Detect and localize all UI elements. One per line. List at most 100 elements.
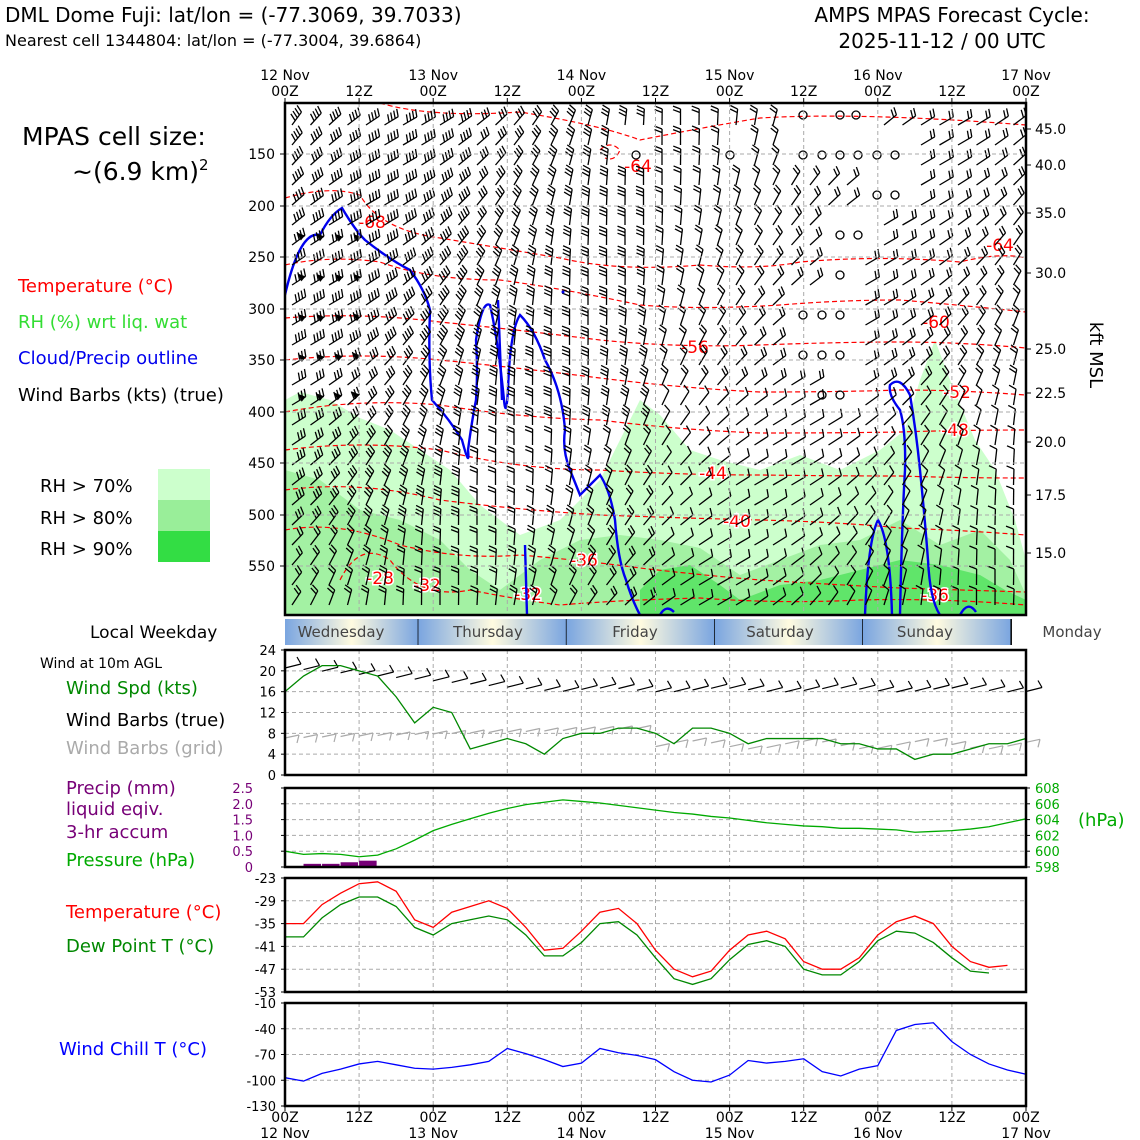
windchill-legend: Wind Chill T (°C) [59, 1039, 207, 1060]
wind-barb-feather [479, 207, 485, 216]
true-wind-barb-feather [889, 679, 895, 688]
wind-barb-feather [635, 212, 644, 217]
grid-wind-barb-feather [685, 739, 689, 748]
wind-barb [865, 256, 880, 266]
wind-barb-feather [526, 528, 535, 534]
wind-barb-feather [405, 291, 411, 300]
wind-barb-feather [630, 588, 635, 597]
wind-barb-feather [562, 272, 571, 277]
wind-barb-feather [531, 167, 539, 175]
wind-barb [975, 508, 979, 526]
grid-wind-barb-feather [1037, 739, 1041, 748]
wind-barb-feather [454, 387, 462, 394]
wind-barb [846, 571, 857, 586]
wind-barb-feather [389, 385, 395, 393]
wind-barb-feather [561, 325, 570, 330]
wind-barb-feather [371, 405, 377, 413]
wind-barb-feather [487, 489, 496, 494]
wind-barb-feather [984, 226, 989, 235]
wind-barb-feather [349, 133, 353, 143]
wind-barb [365, 490, 374, 506]
cloud-outline [285, 206, 642, 615]
wind-barb-feather [1008, 384, 1017, 390]
wind-barb-feather [295, 491, 300, 500]
wind-barb-feather [331, 234, 335, 243]
wind-barb-feather [561, 329, 570, 334]
wind-barb-feather [623, 447, 631, 454]
wind-barb-feather [635, 169, 644, 174]
wind-barb-feather [738, 264, 745, 272]
wind-barb-feather [465, 149, 469, 158]
wind-barb-feather [488, 412, 497, 417]
wind-barb-feather [373, 290, 377, 299]
wind-barb-feather [926, 348, 931, 357]
wind-barb-feather [601, 384, 610, 390]
wind-barb-feather [599, 172, 608, 177]
wind-barb-feather [618, 108, 627, 114]
wind-barb-feather [605, 464, 613, 471]
wind-barb-feather [910, 270, 914, 279]
wind-barb-feather [414, 568, 423, 574]
wind-barb [365, 549, 371, 566]
true-wind-barb-feather [555, 679, 561, 687]
wind-barb-feather [580, 289, 589, 294]
wind-barb-feather [736, 224, 743, 231]
wind-barb-feather [494, 210, 501, 218]
wind-barb-feather [439, 233, 445, 242]
wind-barb-feather [582, 428, 591, 434]
wind-barb [772, 313, 786, 326]
wind-barb-feather [300, 186, 305, 195]
wind-barb [365, 470, 375, 486]
wind-barb-feather [883, 564, 890, 571]
wind-barb-feather [1001, 169, 1006, 178]
wind-barb-feather [426, 268, 431, 277]
wind-barb-feather [509, 287, 517, 294]
wind-barb-feather [603, 447, 611, 454]
wind-barb [531, 289, 535, 306]
wind-barb [439, 272, 451, 286]
wind-barb-feather [562, 252, 571, 257]
wind-barb [347, 432, 359, 446]
true-wind-barb-feather [778, 680, 784, 688]
wind-barb-feather [610, 544, 617, 553]
wind-barb-feather [402, 333, 408, 342]
wind-barb-feather [448, 130, 452, 139]
wind-barb-feather [331, 334, 335, 343]
wind-barb-feather [953, 484, 962, 490]
wind-barb-feather [963, 268, 968, 277]
wind-barb [420, 469, 426, 486]
wind-barb-feather [543, 405, 552, 410]
wind-barb [494, 191, 505, 206]
wind-barb-feather [672, 148, 681, 154]
wind-barb-feather [974, 404, 982, 411]
wind-barb-feather [565, 147, 574, 154]
wind-barb-feather [371, 252, 375, 261]
wind-barb [346, 471, 358, 486]
wind-barb-feather [598, 232, 607, 237]
wind-barb-feather [617, 229, 626, 234]
wind-barb-feather [384, 390, 391, 399]
page-title: DML Dome Fuji: lat/lon = (-77.3069, 39.7… [5, 3, 462, 27]
wind-barb-feather [433, 508, 441, 514]
wind-barb-feather [425, 324, 432, 333]
wind-barb-feather [384, 333, 390, 342]
wind-barb [735, 230, 743, 246]
temperature-contour [285, 258, 1026, 313]
wind-barb-feather [290, 113, 296, 121]
wind-barb-feather [380, 527, 388, 534]
wind-barb-feather [817, 206, 822, 214]
pressure-tick-label: 604 [1035, 814, 1060, 829]
wind-barb-feather [295, 584, 302, 593]
wind-barb-feather [611, 565, 617, 573]
wind-barb-feather [914, 248, 917, 257]
wind-barb-feather [625, 444, 632, 451]
wind-barb [772, 555, 787, 566]
wind-barb-feather [946, 269, 950, 278]
wind-barb [494, 171, 506, 186]
wind-barb-feather [351, 464, 358, 473]
wind-barb [698, 596, 714, 606]
wind-barb-feather [925, 368, 930, 377]
wind-barb-feather [567, 107, 575, 114]
wind-barb-feather [995, 287, 1002, 295]
wind-barb [791, 476, 806, 486]
